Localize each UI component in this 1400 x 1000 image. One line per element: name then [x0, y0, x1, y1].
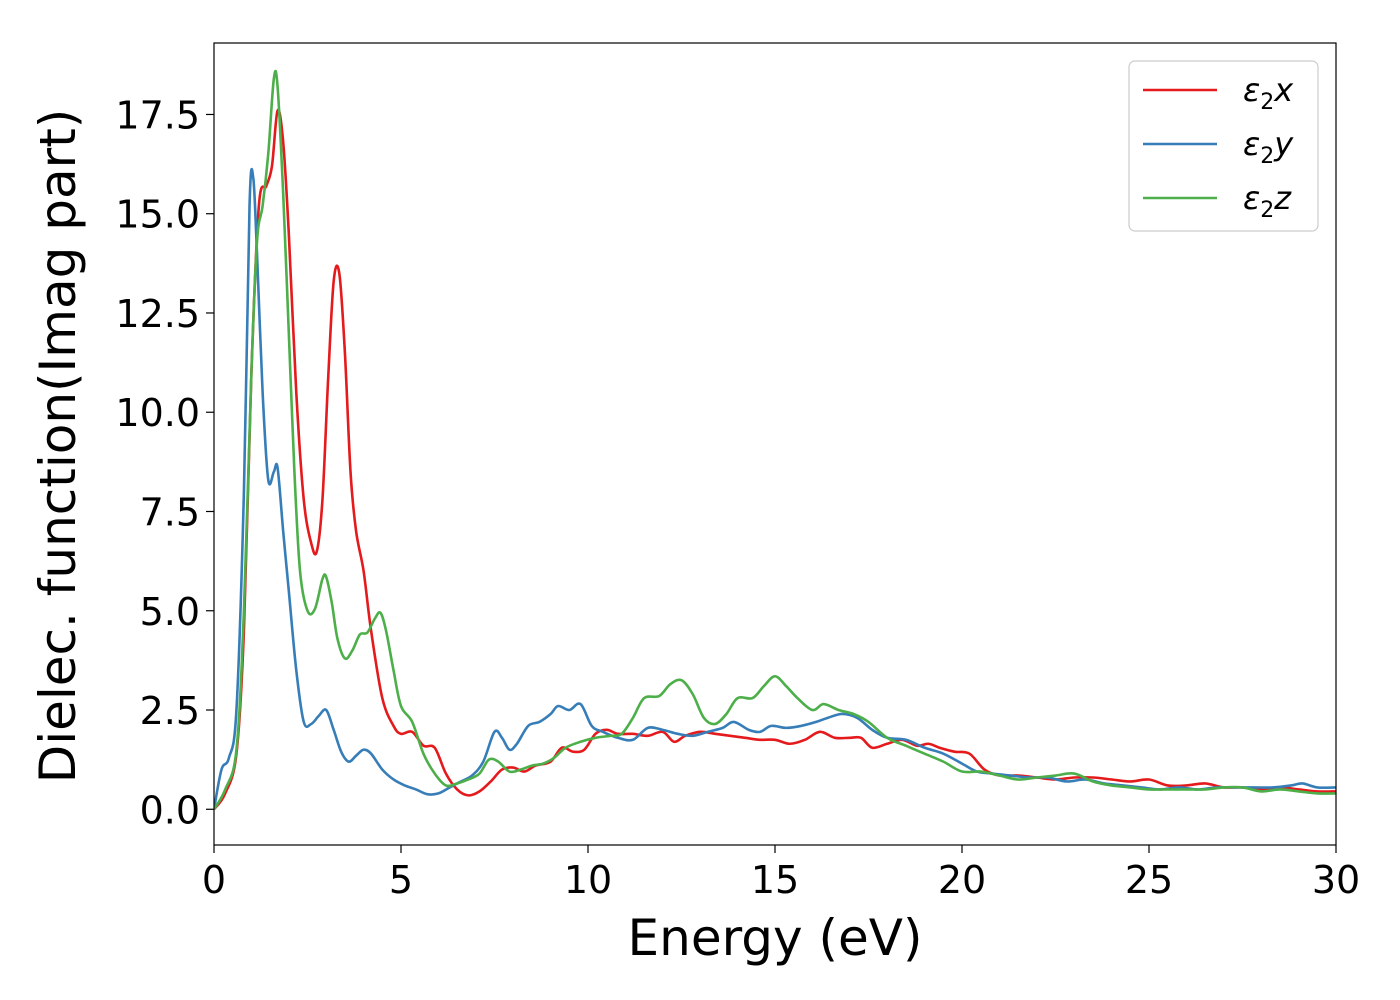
legend-label-x: ε2x [1243, 71, 1294, 115]
y-tick-label: 10.0 [115, 391, 200, 435]
x-tick-label: 15 [751, 858, 799, 902]
y-tick-label: 17.5 [115, 93, 200, 137]
x-tick-label: 5 [389, 858, 413, 902]
x-tick-label: 0 [202, 858, 226, 902]
x-tick-label: 10 [564, 858, 612, 902]
y-axis-label: Dielec. function(Imag part) [29, 109, 87, 784]
series-layer [214, 69, 1336, 811]
legend: ε2x ε2y ε2z [1128, 60, 1319, 232]
tick-layer: 0 5 10 15 20 25 30 0.0 2.5 5.0 7.5 10.0 12.5 15.0 17.5 [115, 93, 1360, 902]
y-tick-label: 0.0 [140, 788, 200, 832]
x-axis-label: Energy (eV) [628, 909, 923, 967]
y-tick-label: 15.0 [115, 193, 200, 237]
y-tick-label: 5.0 [140, 590, 200, 634]
x-tick-label: 30 [1312, 858, 1360, 902]
y-tick-label: 2.5 [140, 689, 200, 733]
legend-label-y: ε2y [1243, 125, 1294, 169]
series-line-y [214, 167, 1336, 810]
y-tick-label: 7.5 [140, 490, 200, 534]
x-tick-label: 25 [1125, 858, 1173, 902]
series-line-z [214, 69, 1336, 810]
legend-box [1128, 60, 1319, 232]
legend-label-z: ε2z [1243, 179, 1292, 223]
x-tick-label: 20 [938, 858, 986, 902]
y-tick-label: 12.5 [115, 292, 200, 336]
